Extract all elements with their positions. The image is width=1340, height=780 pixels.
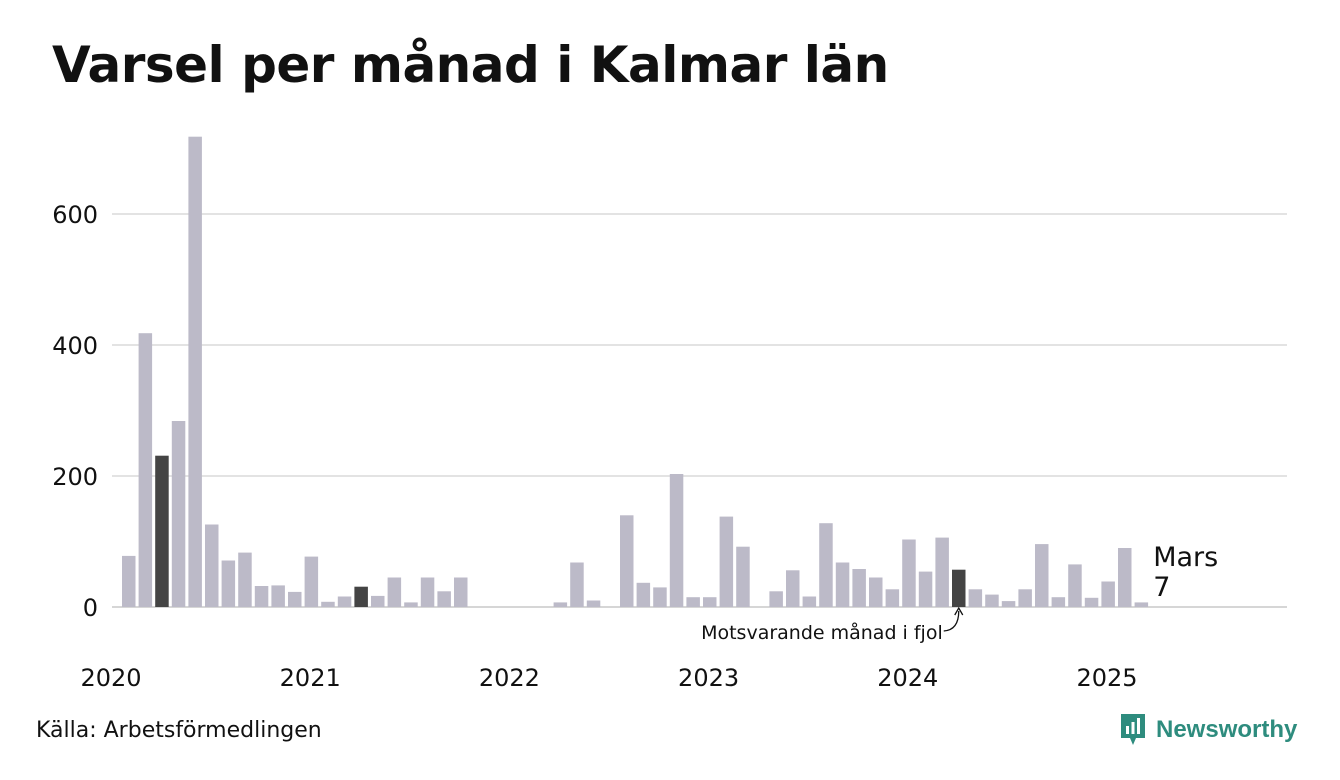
- y-tick-label: 0: [83, 594, 98, 622]
- bar: [719, 516, 734, 607]
- bar: [1084, 597, 1099, 607]
- bar: [387, 577, 402, 607]
- bar: [138, 333, 153, 607]
- y-tick-label: 600: [52, 201, 98, 229]
- x-tick-label: 2022: [479, 664, 540, 692]
- chart-title: Varsel per månad i Kalmar län: [52, 36, 889, 94]
- bar: [553, 602, 568, 607]
- bar: [1068, 564, 1082, 607]
- bar: [1001, 601, 1016, 607]
- current-month-label: Mars: [1153, 542, 1218, 573]
- bar: [205, 524, 219, 607]
- brand-name: Newsworthy: [1156, 716, 1298, 743]
- bar: [371, 595, 385, 607]
- bar: [918, 571, 933, 607]
- bar: [420, 577, 435, 607]
- annotation-label: Motsvarande månad i fjol: [701, 621, 943, 644]
- bar: [122, 555, 136, 607]
- bar: [586, 600, 601, 608]
- bar: [337, 596, 352, 607]
- bar: [985, 594, 999, 607]
- bar: [1018, 589, 1032, 607]
- bar: [769, 591, 783, 607]
- bar: [321, 601, 335, 607]
- bar: [1101, 581, 1115, 607]
- bar: [736, 546, 750, 607]
- bar: [570, 562, 584, 607]
- bar: [437, 591, 451, 607]
- bar: [254, 586, 269, 607]
- bar: [802, 596, 817, 607]
- bar: [620, 515, 634, 607]
- bar: [155, 455, 169, 607]
- x-tick-label: 2021: [280, 664, 341, 692]
- bar: [354, 586, 368, 607]
- bar: [703, 597, 717, 607]
- x-tick-label: 2020: [80, 664, 141, 692]
- y-tick-label: 400: [52, 332, 98, 360]
- current-value-label: 7: [1153, 572, 1170, 603]
- x-tick-label: 2024: [877, 664, 938, 692]
- bar: [1035, 544, 1049, 607]
- bar: [1051, 597, 1066, 607]
- bar: [454, 577, 468, 607]
- bar: [686, 597, 700, 607]
- bar: [869, 577, 883, 607]
- bar: [935, 537, 949, 607]
- x-tick-label: 2023: [678, 664, 739, 692]
- annotation-arrow: [943, 610, 960, 632]
- bar: [636, 582, 651, 607]
- bar: [1118, 548, 1132, 607]
- bar: [653, 587, 667, 608]
- bar: [221, 560, 236, 607]
- bar: [238, 552, 252, 607]
- bar: [288, 591, 302, 607]
- bar: [852, 569, 866, 607]
- bar: [1134, 602, 1149, 607]
- annotation-arrowhead: [954, 606, 964, 616]
- x-tick-label: 2025: [1076, 664, 1137, 692]
- bar: [669, 474, 684, 607]
- bar: [819, 523, 833, 607]
- bar: [885, 589, 900, 607]
- source-text: Källa: Arbetsförmedlingen: [36, 718, 322, 743]
- y-tick-label: 200: [52, 463, 98, 491]
- bar: [835, 562, 850, 607]
- bar: [188, 136, 202, 607]
- bar: [786, 570, 800, 607]
- bar: [968, 589, 983, 607]
- bar: [271, 585, 285, 607]
- newsworthy-icon: [1121, 714, 1145, 745]
- bar: [952, 569, 966, 607]
- bar: [902, 539, 916, 607]
- bar: [404, 602, 418, 607]
- newsworthy-logo: Newsworthy: [1118, 712, 1297, 748]
- bar: [304, 556, 319, 607]
- bar: [171, 421, 186, 607]
